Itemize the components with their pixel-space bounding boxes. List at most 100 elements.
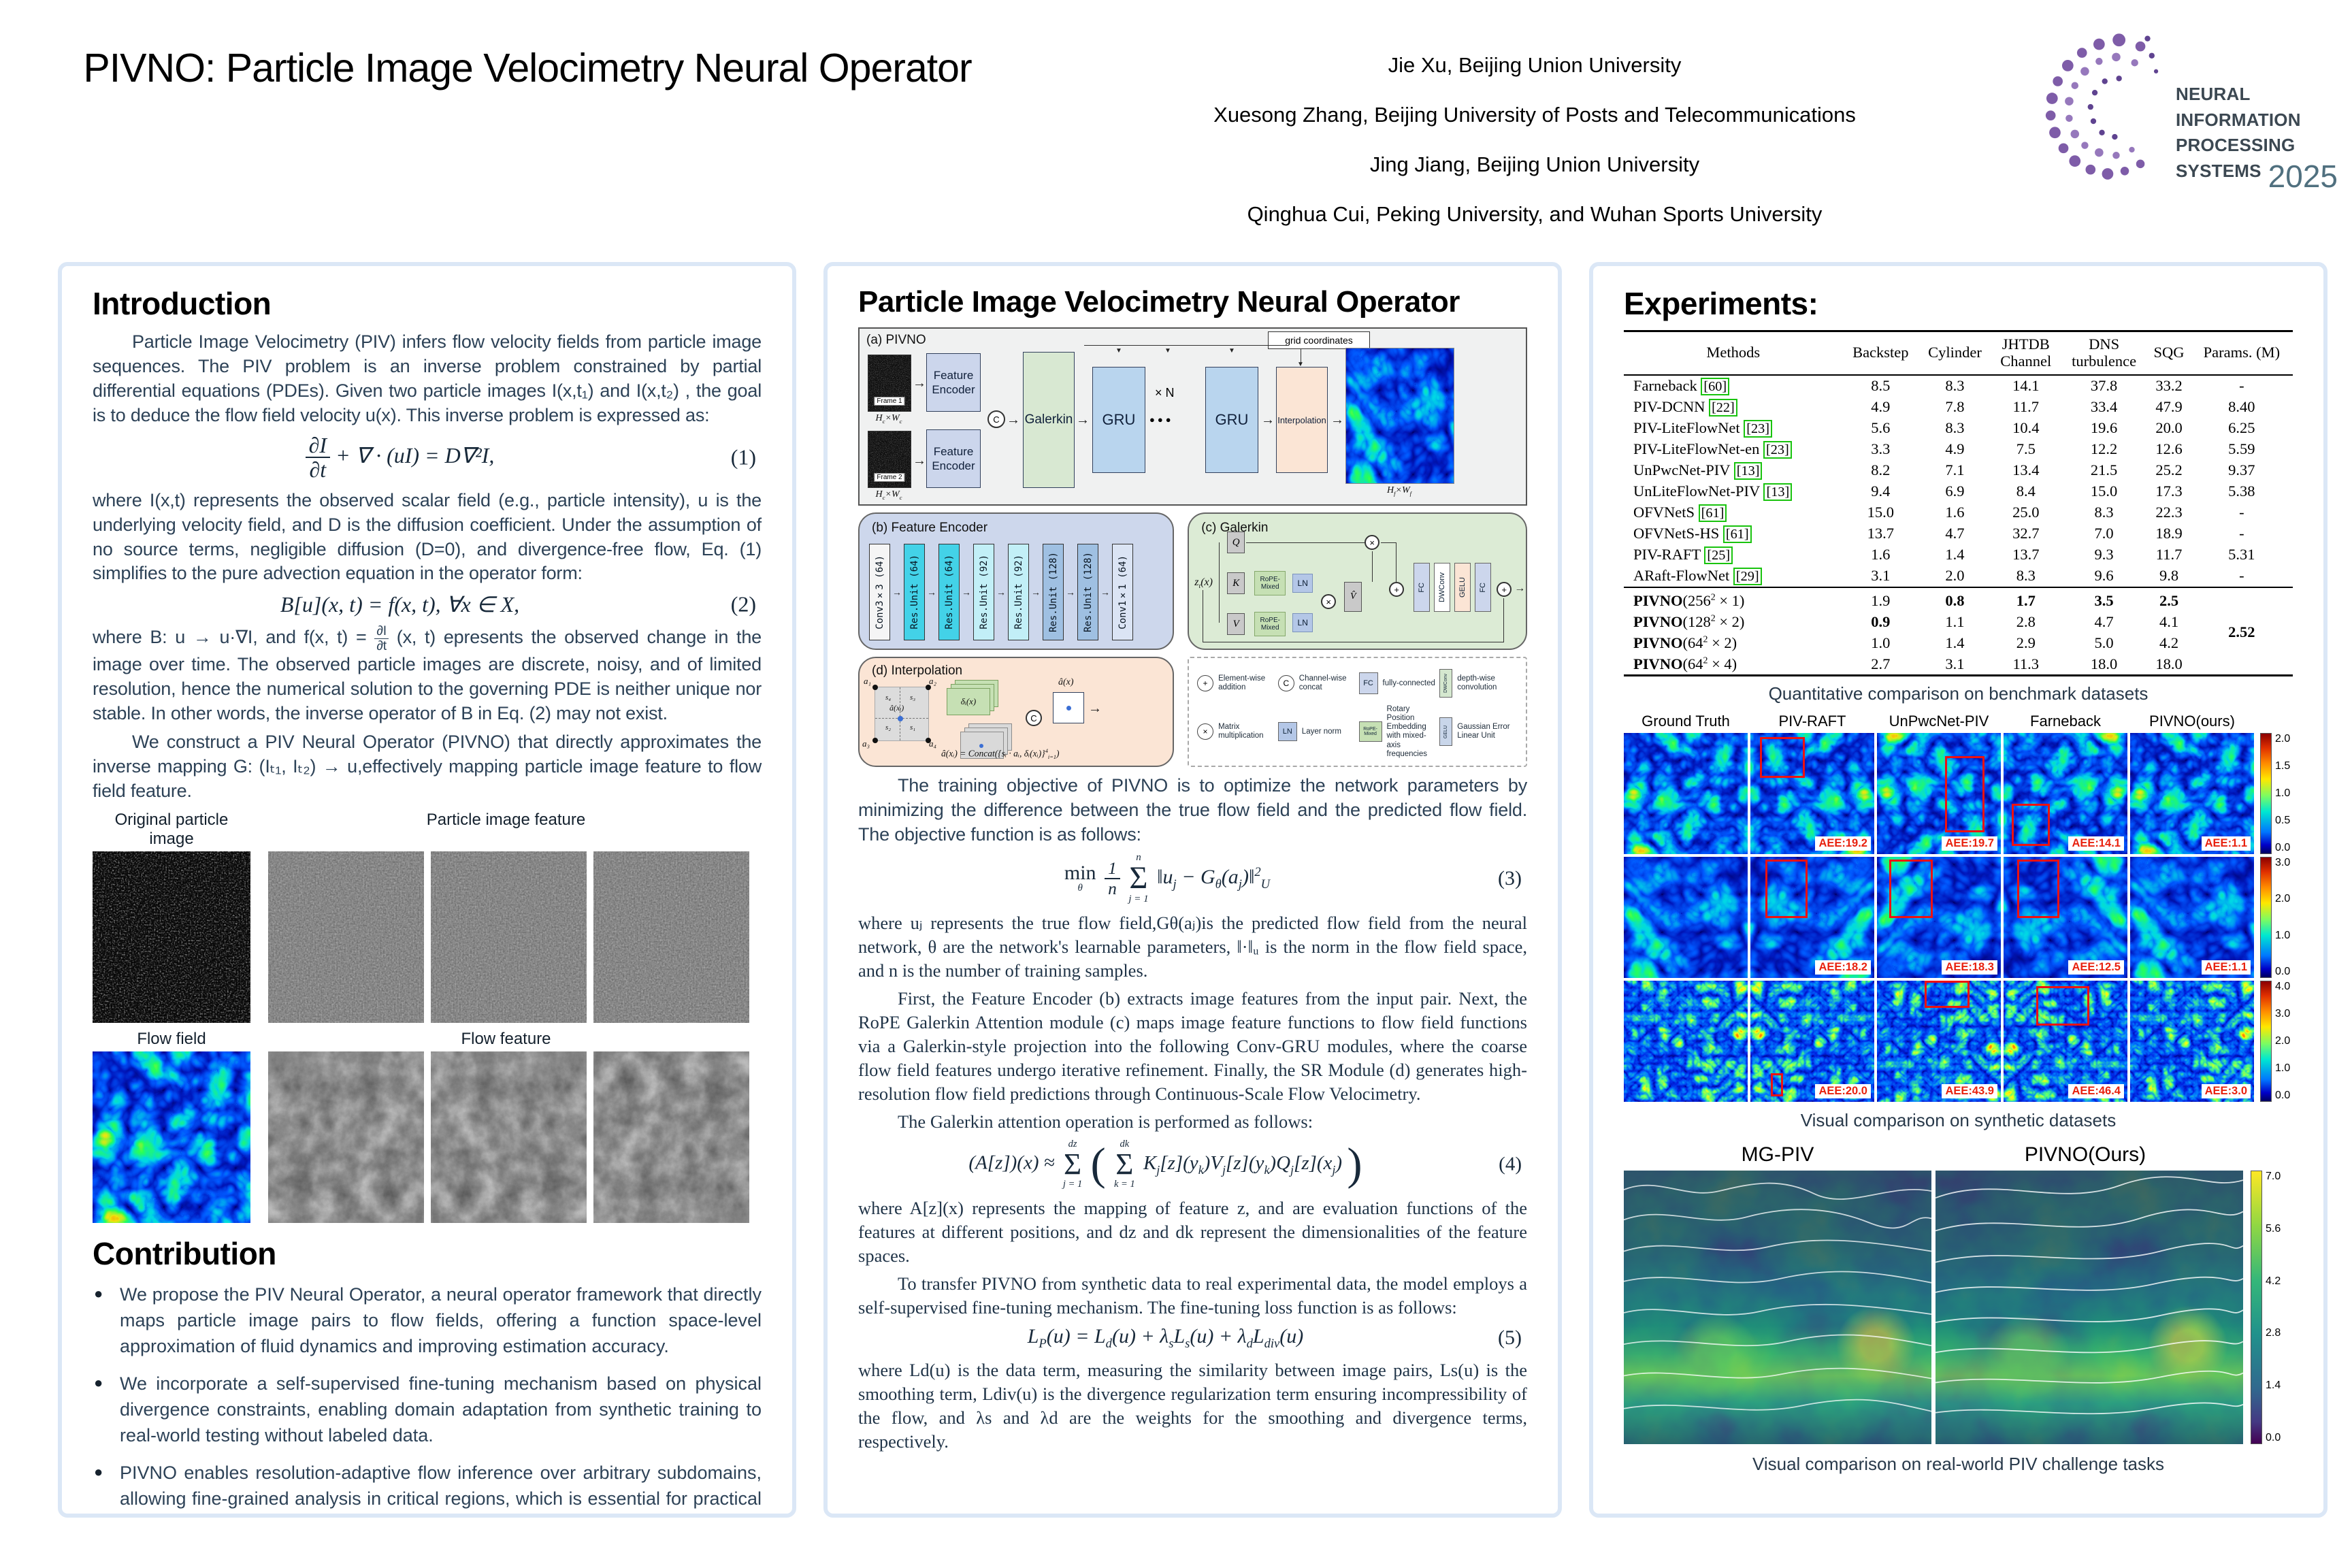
colorbar-tick: 0.5 bbox=[2275, 815, 2291, 826]
legend-item: GELU Gaussian Error Linear Unit bbox=[1439, 705, 1518, 759]
visual-grid-headers: Ground Truth PIV-RAFT UnPwcNet-PIV Farnebac… bbox=[1624, 713, 2293, 730]
encoder-block: Res.Unit (128) bbox=[1043, 544, 1064, 640]
diagram-d-label: (d) Interpolation bbox=[872, 664, 963, 678]
jet-colorbar bbox=[2260, 733, 2272, 854]
arrow-icon: → bbox=[1007, 412, 1020, 427]
aee-badge: AEE:43.9 bbox=[1942, 1084, 1997, 1098]
flow-field-image bbox=[93, 1051, 250, 1223]
contribution-list: We propose the PIV Neural Operator, a ne… bbox=[93, 1281, 762, 1514]
diagram-b-label: (b) Feature Encoder bbox=[872, 521, 988, 535]
intro-paragraph-4: We construct a PIV Neural Operator (PIVN… bbox=[93, 731, 762, 801]
colorbar-tick: 4.2 bbox=[2266, 1275, 2281, 1287]
encoder-block: Conv1×1 (64) bbox=[1112, 544, 1133, 640]
frame2-tag: Frame 2 bbox=[874, 473, 905, 482]
label-original-particle-image: Original particle image bbox=[114, 810, 229, 848]
flow-cell-groundtruth bbox=[1624, 733, 1748, 854]
flow-cell-groundtruth bbox=[1624, 981, 1748, 1102]
equation-4-number: (4) bbox=[1499, 1153, 1522, 1175]
key-box: K bbox=[1227, 572, 1245, 594]
add-circle: + bbox=[1497, 582, 1512, 597]
weight-s4: s₄ bbox=[885, 693, 892, 702]
plus-circle-icon: + bbox=[1197, 675, 1214, 692]
weight-s1: s₁ bbox=[910, 723, 916, 732]
diagram-a-label: (a) PIVNO bbox=[866, 333, 926, 347]
feature-encoder-diagram: (b) Feature Encoder Conv3×3 (64) → Res.Un… bbox=[858, 512, 1175, 650]
image-labels-row-1: Original particle image Particle image f… bbox=[93, 811, 762, 849]
experiments-panel: Experiments: Methods Backstep Cylinder JHTD… bbox=[1589, 262, 2328, 1518]
diagram-c-label: (c) Galerkin bbox=[1201, 521, 1269, 535]
galerkin-diagram: (c) Galerkin zt(x) Q K V RoPE-Mixed RoPE… bbox=[1188, 512, 1527, 650]
citation-ref: [23] bbox=[1744, 420, 1773, 438]
rope-icon: RoPE-Mixed bbox=[1358, 721, 1382, 742]
frame1-tag: Frame 1 bbox=[874, 397, 905, 406]
gru-node-1: GRU bbox=[1092, 367, 1145, 473]
table-row-pivno: PIVNO(1282 × 2) 0.9 1.1 2.8 4.7 4.1 bbox=[1633, 612, 2179, 630]
feature-encoder-node-2: Feature Encoder bbox=[926, 429, 981, 488]
particle-feature-image-2 bbox=[431, 851, 587, 1023]
flow-image-row bbox=[93, 1051, 762, 1223]
particle-image-row bbox=[93, 851, 762, 1023]
contribution-heading: Contribution bbox=[93, 1235, 276, 1271]
pivno-table-body: PIVNO(2562 × 1) 1.9 0.8 1.7 3.5 2.5 2.52… bbox=[1624, 586, 2293, 676]
interpolation-grid bbox=[872, 685, 931, 743]
method-heading: Particle Image Velocimetry Neural Operat… bbox=[858, 285, 1460, 318]
visual-column-header: Farneback bbox=[2030, 713, 2101, 730]
visual-column-header: PIVNO(ours) bbox=[2149, 713, 2235, 730]
author-line: Xuesong Zhang, Beijing University of Pos… bbox=[1213, 103, 1856, 127]
aee-badge: AEE:1.1 bbox=[2201, 960, 2251, 975]
colorbar-tick: 5.6 bbox=[2266, 1222, 2281, 1235]
flow-cell-farneback: AEE:46.4 bbox=[2004, 981, 2127, 1102]
table-header-cell: SQG bbox=[2147, 331, 2191, 376]
method-paragraph-2: where uⱼ represents the true flow field,… bbox=[858, 913, 1527, 981]
legend-item: LN Layer norm bbox=[1277, 705, 1356, 759]
flow-cell-farneback: AEE:14.1 bbox=[2004, 733, 2127, 854]
gru-node-2: GRU bbox=[1205, 367, 1258, 473]
original-particle-image bbox=[93, 851, 250, 1023]
flow-cell-pivno: AEE:3.0 bbox=[2130, 981, 2254, 1102]
experiments-heading: Experiments: bbox=[1624, 286, 1818, 321]
method-paragraph-7: where Ld(u) is the data term, measuring … bbox=[858, 1359, 1527, 1452]
colorbar-tick: 2.0 bbox=[2275, 1035, 2291, 1047]
aee-badge: AEE:12.5 bbox=[2068, 960, 2124, 975]
arrow-down-icon: ▼ bbox=[1115, 347, 1122, 355]
poster-title: PIVNO: Particle Image Velocimetry Neural… bbox=[83, 46, 972, 91]
author-line: Jie Xu, Beijing Union University bbox=[1388, 53, 1682, 77]
delta-feature-stack: δᵢ(x) bbox=[947, 680, 1001, 718]
colorbar-tick: 0.0 bbox=[2275, 965, 2291, 977]
jet-colorbar bbox=[2260, 857, 2272, 978]
mgpiv-header: MG-PIV bbox=[1741, 1143, 1814, 1166]
neurips-swirl-icon bbox=[2045, 33, 2159, 180]
frame1-dims: Hc×Wc bbox=[875, 413, 902, 425]
colorbar-tick: 1.0 bbox=[2275, 1062, 2291, 1074]
visual-grid-caption: Visual comparison on synthetic datasets bbox=[1800, 1110, 2117, 1130]
pivno-header: PIVNO(Ours) bbox=[2024, 1143, 2146, 1166]
author-line: Jing Jiang, Beijing Union University bbox=[1369, 152, 1700, 176]
flow-cell-pivraft: AEE:19.2 bbox=[1750, 733, 1874, 854]
particle-feature-image-1 bbox=[268, 851, 424, 1023]
flow-cell-pivraft: AEE:18.2 bbox=[1750, 857, 1874, 978]
flow-cell-farneback: AEE:12.5 bbox=[2004, 857, 2127, 978]
colorbar-tick: 3.0 bbox=[2275, 857, 2291, 868]
intro-paragraph-1: Particle Image Velocimetry (PIV) infers … bbox=[93, 331, 762, 425]
arrow-icon: → bbox=[913, 376, 926, 391]
flow-cell-pivraft: AEE:20.0 bbox=[1750, 981, 1874, 1102]
galerkin-node: Galerkin bbox=[1023, 352, 1075, 488]
contribution-bullet: We incorporate a self-supervised fine-tu… bbox=[93, 1371, 762, 1449]
flow-cell-unpwcnet: AEE:19.7 bbox=[1877, 733, 2001, 854]
flow-feature-image-1 bbox=[268, 1051, 424, 1223]
aee-badge: AEE:19.2 bbox=[1815, 836, 1871, 851]
visual-column-header: PIV-RAFT bbox=[1778, 713, 1846, 730]
arrow-icon: → bbox=[1514, 583, 1526, 594]
legend-item: FC fully-connected bbox=[1358, 665, 1437, 702]
introduction-heading: Introduction bbox=[93, 286, 272, 321]
table-row: ARaft-FlowNet [29] 3.1 2.0 8.3 9.6 9.8- bbox=[1633, 567, 2244, 585]
table-header-cell: JHTDB Channel bbox=[1991, 331, 2061, 376]
arrow-icon: → bbox=[1261, 412, 1275, 427]
arrow-down-icon: ▼ bbox=[1228, 347, 1235, 355]
jet-colorbar bbox=[2260, 981, 2272, 1102]
encoder-block: Res.Unit (64) bbox=[904, 544, 925, 640]
realworld-row: 7.0 5.6 4.2 2.8 1.4 0.0 bbox=[1624, 1171, 2293, 1444]
equation-3-number: (3) bbox=[1498, 866, 1522, 889]
author-line: Qinghua Cui, Peking University, and Wuha… bbox=[1247, 202, 1823, 226]
